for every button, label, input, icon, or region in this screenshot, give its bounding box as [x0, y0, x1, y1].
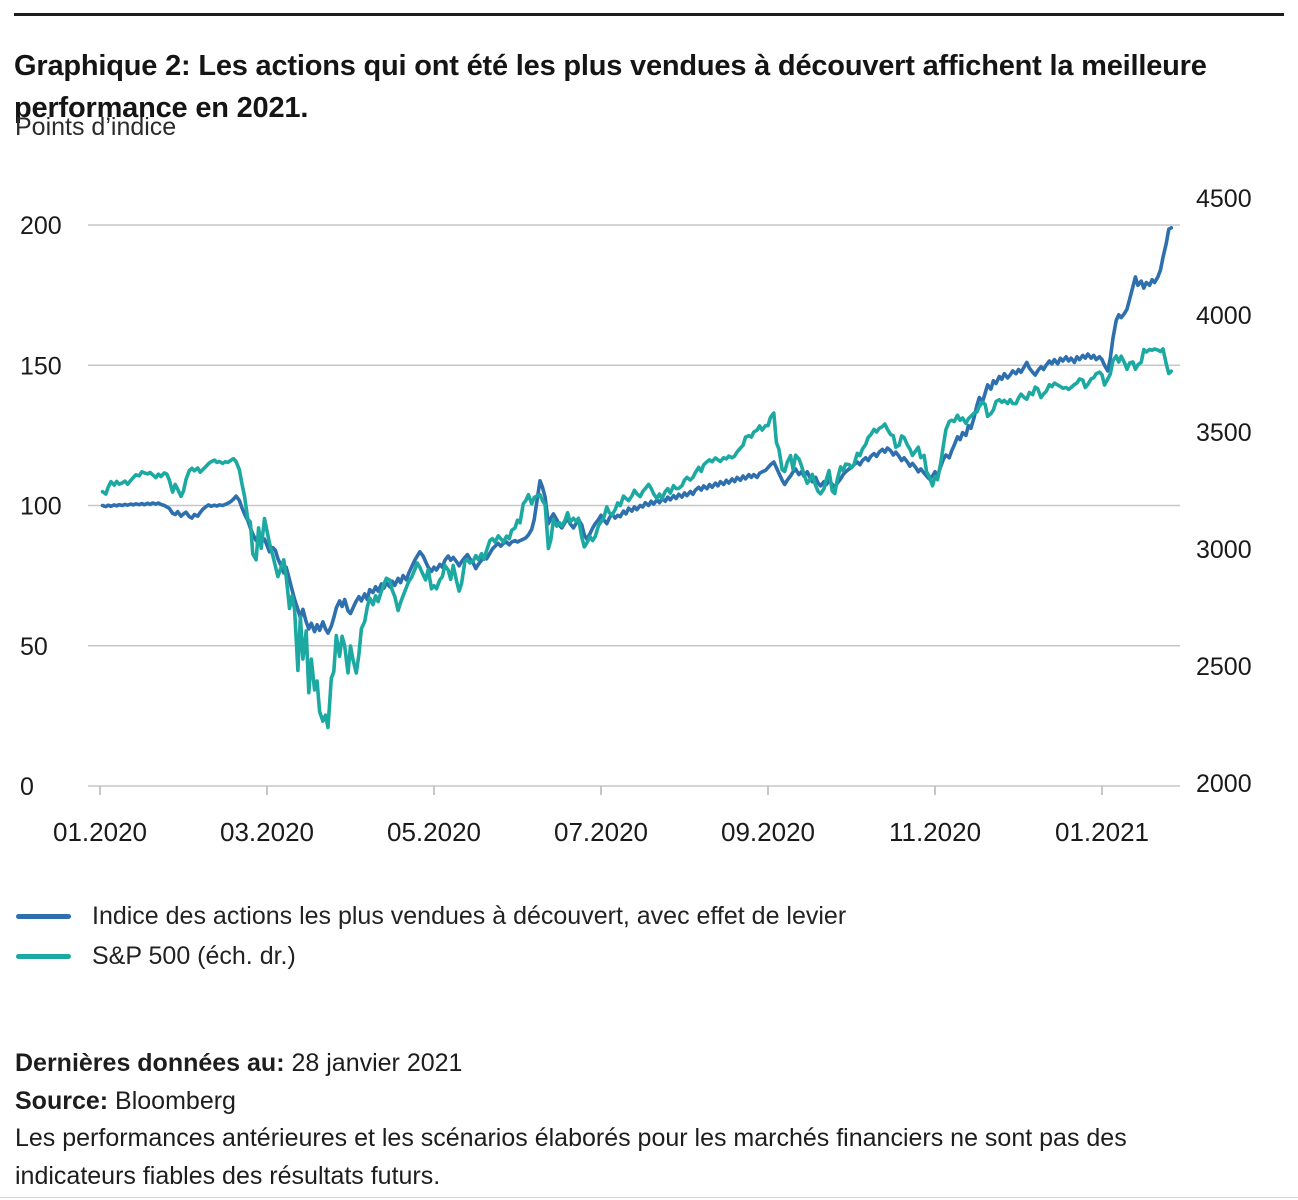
left-axis-tick-label: 0: [20, 773, 34, 801]
right-axis-tick-label: 3500: [1196, 419, 1252, 447]
series-line-sp500: [100, 347, 1174, 730]
source-value: Bloomberg: [115, 1086, 236, 1115]
right-axis-tick-label: 2500: [1196, 653, 1252, 681]
legend-swatch-teal-line: [16, 954, 71, 959]
bottom-divider: [0, 1197, 1298, 1198]
right-axis-tick-label: 3000: [1196, 536, 1252, 564]
top-divider: [14, 13, 1284, 16]
last-data-line: Dernières données au: 28 janvier 2021: [15, 1045, 1185, 1083]
x-axis-tick-label: 01.2020: [53, 817, 147, 847]
source-label: Source:: [15, 1086, 109, 1115]
left-axis-tick-label: 200: [20, 212, 62, 240]
chart-legend: Indice des actions les plus vendues à dé…: [16, 902, 847, 970]
series-line-short-index: [100, 226, 1174, 635]
left-axis-tick-label: 50: [20, 633, 48, 661]
right-axis-tick-label: 4500: [1196, 185, 1252, 213]
last-data-value: 28 janvier 2021: [291, 1049, 463, 1077]
right-axis-tick-label: 2000: [1196, 770, 1252, 798]
disclaimer-text: Les performances antérieures et les scén…: [15, 1124, 1127, 1190]
x-axis-tick-label: 09.2020: [721, 817, 815, 847]
last-data-label: Dernières données au:: [15, 1049, 285, 1077]
x-axis-tick-label: 11.2020: [889, 817, 981, 847]
source-line: Source: Bloomberg: [15, 1083, 1185, 1121]
chart-footer: Dernières données au: 28 janvier 2021 So…: [15, 1045, 1185, 1195]
left-axis-tick-label: 100: [20, 493, 62, 521]
legend-item-sp500: S&P 500 (éch. dr.): [16, 942, 846, 970]
legend-swatch-blue-line: [16, 914, 71, 919]
right-axis-tick-label: 4000: [1196, 302, 1252, 330]
x-axis-tick-label: 03.2020: [220, 817, 314, 847]
legend-label: Indice des actions les plus vendues à dé…: [92, 902, 847, 930]
legend-item-short-index: Indice des actions les plus vendues à dé…: [16, 902, 847, 930]
line-chart: 200 150 100 50 0 4500 4000 3500 3000 2500 2000 01.2…: [20, 185, 1252, 847]
page-title: Graphique 2: Les actions qui ont été les…: [14, 50, 1207, 125]
legend-label: S&P 500 (éch. dr.): [92, 942, 296, 970]
x-axis-tick-label: 05.2020: [387, 817, 481, 847]
x-axis-tick-label: 07.2020: [554, 817, 648, 847]
x-axis-tick-label: 01.2021: [1055, 817, 1149, 847]
left-axis-tick-label: 150: [20, 352, 62, 380]
chart-unit-label: Points d’indice: [15, 113, 177, 141]
